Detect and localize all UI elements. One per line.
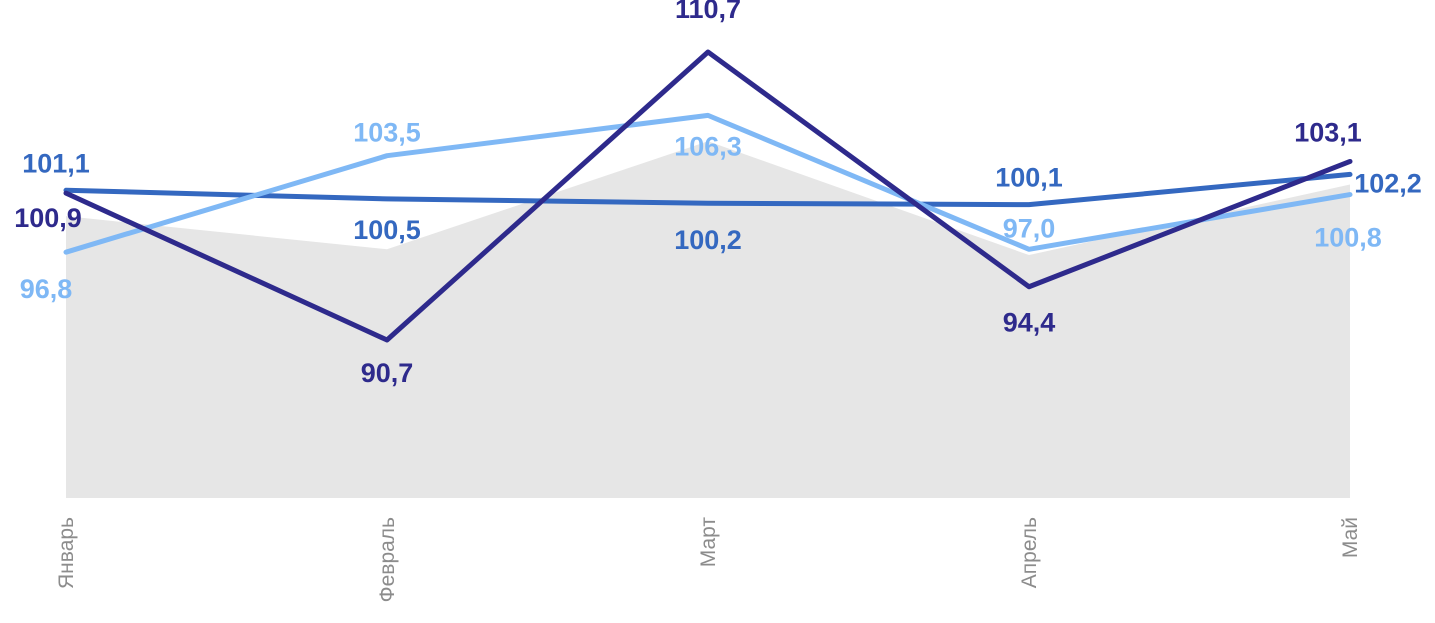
data-label: 94,4 (1003, 308, 1056, 338)
data-label: 101,1 (22, 148, 90, 178)
series-line-3 (63, 112, 1353, 255)
data-label: 100,2 (674, 225, 742, 255)
area-layer (66, 141, 1350, 499)
line-layer (63, 49, 1353, 343)
background-area (66, 141, 1350, 499)
data-label: 100,9 (14, 203, 82, 233)
data-label: 110,7 (675, 0, 741, 24)
x-axis-ticks: Январь Февраль Март Апрель Май (55, 517, 1362, 603)
label-layer: 100,9 90,7 110,7 94,4 103,1 101,1 100,5 100,2 10… (14, 0, 1422, 388)
data-label: 100,8 (1314, 223, 1382, 253)
x-tick-label: Февраль (376, 517, 399, 602)
data-label: 96,8 (20, 274, 73, 304)
data-label: 102,2 (1354, 168, 1422, 198)
x-tick-label: Май (1339, 517, 1362, 558)
data-label: 103,5 (353, 118, 421, 148)
series-line-1 (63, 49, 1353, 343)
data-label: 103,1 (1294, 117, 1362, 147)
x-tick-label: Апрель (1018, 517, 1041, 588)
data-label: 106,3 (674, 131, 742, 161)
x-tick-label: Март (697, 517, 720, 568)
data-label: 90,7 (361, 358, 414, 388)
data-label: 97,0 (1003, 213, 1056, 243)
x-tick-label: Январь (55, 517, 78, 589)
data-label: 100,5 (353, 215, 421, 245)
series-line-2 (63, 171, 1353, 208)
data-label: 100,1 (995, 163, 1063, 193)
